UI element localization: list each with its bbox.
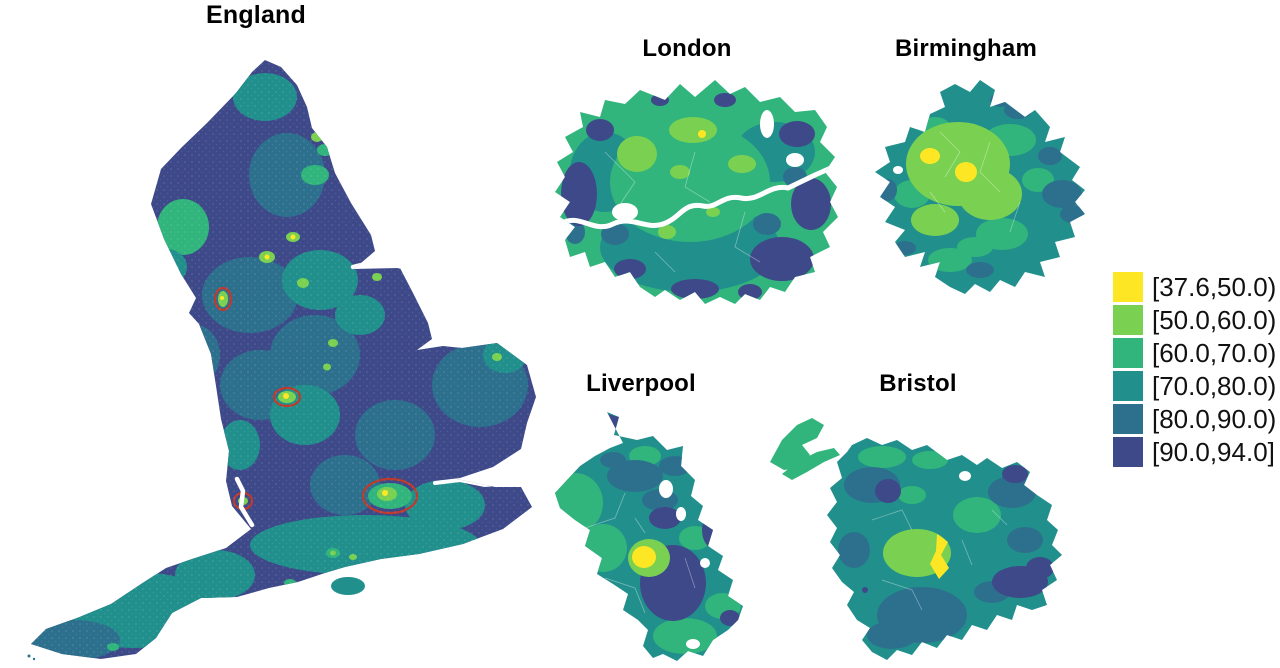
bristol-region-texture: [838, 446, 1054, 649]
legend-item: [70.0,80.0): [1113, 371, 1276, 401]
birmingham-map: [875, 80, 1085, 294]
legend-label: [60.0,70.0): [1152, 338, 1277, 368]
birmingham-region-texture: [875, 93, 1084, 278]
isle-of-wight: [331, 577, 365, 595]
legend-item: [60.0,70.0): [1113, 338, 1276, 368]
bristol-map: [770, 418, 1062, 660]
isles-of-scilly: [27, 654, 36, 661]
thames-river: [557, 164, 836, 230]
london-title: London: [642, 35, 732, 62]
legend-item: [37.6,50.0): [1113, 272, 1276, 302]
legend-label: [37.6,50.0): [1152, 272, 1277, 302]
legend-swatch: [1113, 404, 1143, 434]
liverpool-map: [555, 412, 743, 661]
legend-item: [50.0,60.0): [1113, 305, 1276, 335]
england-region-texture: [31, 60, 536, 659]
humber-river: [350, 258, 438, 270]
london-region-texture: [557, 93, 836, 300]
legend-label: [50.0,60.0): [1152, 305, 1277, 335]
legend-label: [70.0,80.0): [1152, 371, 1277, 401]
legend-swatch: [1113, 305, 1143, 335]
england-map: [27, 60, 536, 661]
bristol-coastal-arm-south: [782, 448, 840, 480]
legend-item: [90.0,94.0]: [1113, 437, 1276, 467]
london-map: [555, 80, 838, 304]
legend-label: [90.0,94.0]: [1152, 437, 1275, 467]
legend-label: [80.0,90.0): [1152, 404, 1277, 434]
england-title: England: [205, 1, 306, 29]
bristol-title: Bristol: [879, 370, 957, 397]
legend-swatch: [1113, 338, 1143, 368]
birmingham-title: Birmingham: [894, 35, 1037, 62]
legend-swatch: [1113, 371, 1143, 401]
legend-swatch: [1113, 437, 1143, 467]
bristol-coastal-arm-north: [770, 418, 824, 470]
liverpool-title: Liverpool: [586, 370, 696, 397]
legend: [37.6,50.0) [50.0,60.0) [60.0,70.0) [70.…: [1113, 272, 1276, 470]
legend-swatch: [1113, 272, 1143, 302]
legend-item: [80.0,90.0): [1113, 404, 1276, 434]
